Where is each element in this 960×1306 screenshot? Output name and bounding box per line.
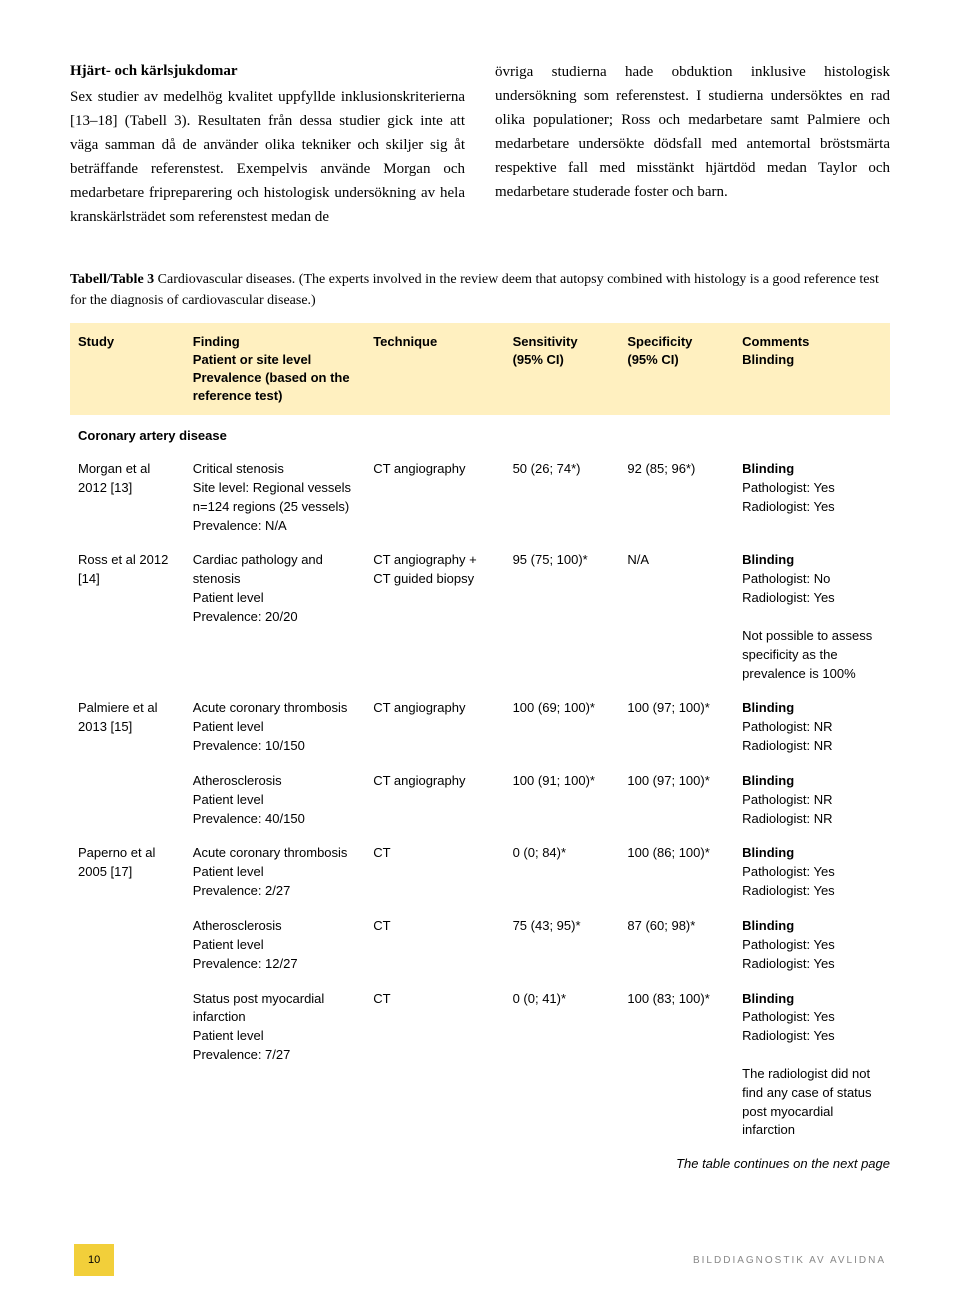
th-sensitivity: Sensitivity(95% CI) <box>505 323 620 416</box>
cell-finding: AtherosclerosisPatient levelPrevalence: … <box>185 764 365 837</box>
cell-sensitivity: 75 (43; 95)* <box>505 909 620 982</box>
cell-specificity: 100 (97; 100)* <box>619 764 734 837</box>
cell-comments: BlindingPathologist: YesRadiologist: Yes <box>734 909 890 982</box>
intro-columns: Hjärt- och kärlsjukdomar Sex studier av … <box>70 60 890 229</box>
table-row: Palmiere et al 2013 [15]Acute coronary t… <box>70 691 890 764</box>
table-section-label: Coronary artery disease <box>70 415 890 452</box>
table-section-row: Coronary artery disease <box>70 415 890 452</box>
cell-technique: CT angiography <box>365 452 504 543</box>
table-caption: Tabell/Table 3 Cardiovascular diseases. … <box>70 269 890 311</box>
cell-study: Ross et al 2012 [14] <box>70 543 185 691</box>
cell-comments: BlindingPathologist: NoRadiologist: YesN… <box>734 543 890 691</box>
table-caption-rest: Cardiovascular diseases. (The experts in… <box>70 272 879 308</box>
cell-study <box>70 982 185 1149</box>
cell-comments: BlindingPathologist: YesRadiologist: Yes <box>734 452 890 543</box>
page-number: 10 <box>74 1244 114 1277</box>
table-row: Status post myocardial infarctionPatient… <box>70 982 890 1149</box>
page-footer: 10 BILDDIAGNOSTIK AV AVLIDNA <box>70 1244 890 1277</box>
cell-sensitivity: 100 (69; 100)* <box>505 691 620 764</box>
continue-note: The table continues on the next page <box>70 1154 890 1174</box>
cell-study: Paperno et al 2005 [17] <box>70 836 185 909</box>
cell-sensitivity: 95 (75; 100)* <box>505 543 620 691</box>
table-row: Paperno et al 2005 [17]Acute coronary th… <box>70 836 890 909</box>
cell-finding: Acute coronary thrombosisPatient levelPr… <box>185 836 365 909</box>
cell-finding: Acute coronary thrombosisPatient levelPr… <box>185 691 365 764</box>
cell-finding: Critical stenosisSite level: Regional ve… <box>185 452 365 543</box>
table-row: AtherosclerosisPatient levelPrevalence: … <box>70 909 890 982</box>
cardio-table: Study FindingPatient or site levelPreval… <box>70 323 890 1149</box>
cell-sensitivity: 0 (0; 41)* <box>505 982 620 1149</box>
table-row: Ross et al 2012 [14]Cardiac pathology an… <box>70 543 890 691</box>
cell-specificity: N/A <box>619 543 734 691</box>
cell-technique: CT angiography + CT guided biopsy <box>365 543 504 691</box>
left-column: Hjärt- och kärlsjukdomar Sex studier av … <box>70 60 465 229</box>
th-specificity: Specificity(95% CI) <box>619 323 734 416</box>
footer-title: BILDDIAGNOSTIK AV AVLIDNA <box>693 1253 886 1268</box>
table-body: Coronary artery diseaseMorgan et al 2012… <box>70 415 890 1148</box>
cell-technique: CT <box>365 982 504 1149</box>
table-row: AtherosclerosisPatient levelPrevalence: … <box>70 764 890 837</box>
cell-specificity: 87 (60; 98)* <box>619 909 734 982</box>
cell-comments: BlindingPathologist: YesRadiologist: Yes <box>734 836 890 909</box>
cell-sensitivity: 50 (26; 74*) <box>505 452 620 543</box>
table-header-row: Study FindingPatient or site levelPreval… <box>70 323 890 416</box>
cell-technique: CT angiography <box>365 764 504 837</box>
cell-specificity: 100 (83; 100)* <box>619 982 734 1149</box>
cell-finding: Cardiac pathology and stenosisPatient le… <box>185 543 365 691</box>
cell-specificity: 100 (86; 100)* <box>619 836 734 909</box>
th-study: Study <box>70 323 185 416</box>
th-technique: Technique <box>365 323 504 416</box>
body-left: Sex studier av medelhög kvalitet uppfyll… <box>70 85 465 229</box>
cell-technique: CT <box>365 909 504 982</box>
cell-comments: BlindingPathologist: NRRadiologist: NR <box>734 764 890 837</box>
cell-sensitivity: 0 (0; 84)* <box>505 836 620 909</box>
cell-specificity: 100 (97; 100)* <box>619 691 734 764</box>
table-row: Morgan et al 2012 [13]Critical stenosisS… <box>70 452 890 543</box>
cell-study: Morgan et al 2012 [13] <box>70 452 185 543</box>
th-comments: CommentsBlinding <box>734 323 890 416</box>
cell-comments: BlindingPathologist: YesRadiologist: Yes… <box>734 982 890 1149</box>
cell-technique: CT <box>365 836 504 909</box>
cell-finding: Status post myocardial infarctionPatient… <box>185 982 365 1149</box>
th-finding: FindingPatient or site levelPrevalence (… <box>185 323 365 416</box>
table-caption-bold: Tabell/Table 3 <box>70 272 154 287</box>
section-heading: Hjärt- och kärlsjukdomar <box>70 60 465 83</box>
cell-study <box>70 764 185 837</box>
right-column: övriga studierna hade obduktion inklusiv… <box>495 60 890 229</box>
cell-sensitivity: 100 (91; 100)* <box>505 764 620 837</box>
cell-technique: CT angiography <box>365 691 504 764</box>
cell-finding: AtherosclerosisPatient levelPrevalence: … <box>185 909 365 982</box>
body-right: övriga studierna hade obduktion inklusiv… <box>495 60 890 204</box>
cell-comments: BlindingPathologist: NRRadiologist: NR <box>734 691 890 764</box>
cell-study <box>70 909 185 982</box>
cell-specificity: 92 (85; 96*) <box>619 452 734 543</box>
cell-study: Palmiere et al 2013 [15] <box>70 691 185 764</box>
